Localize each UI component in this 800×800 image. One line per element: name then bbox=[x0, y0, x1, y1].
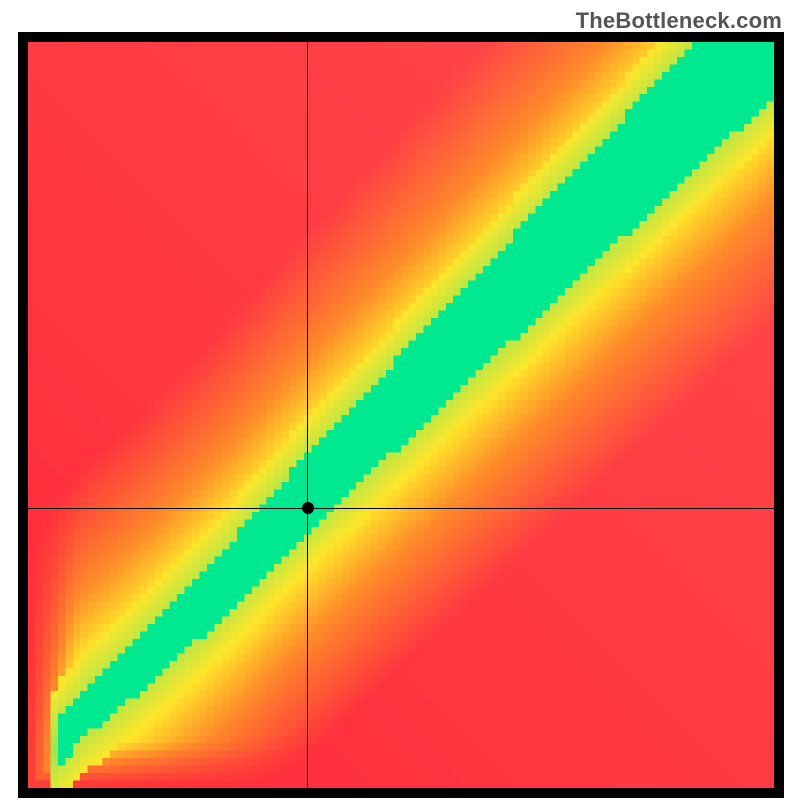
plot-area bbox=[28, 42, 774, 788]
plot-outer-frame bbox=[18, 32, 784, 798]
crosshair-marker bbox=[302, 502, 314, 514]
heatmap-canvas bbox=[28, 42, 774, 788]
crosshair-horizontal bbox=[28, 508, 774, 509]
watermark-text: TheBottleneck.com bbox=[576, 8, 782, 34]
page-root: TheBottleneck.com bbox=[0, 0, 800, 800]
crosshair-vertical bbox=[307, 42, 308, 788]
